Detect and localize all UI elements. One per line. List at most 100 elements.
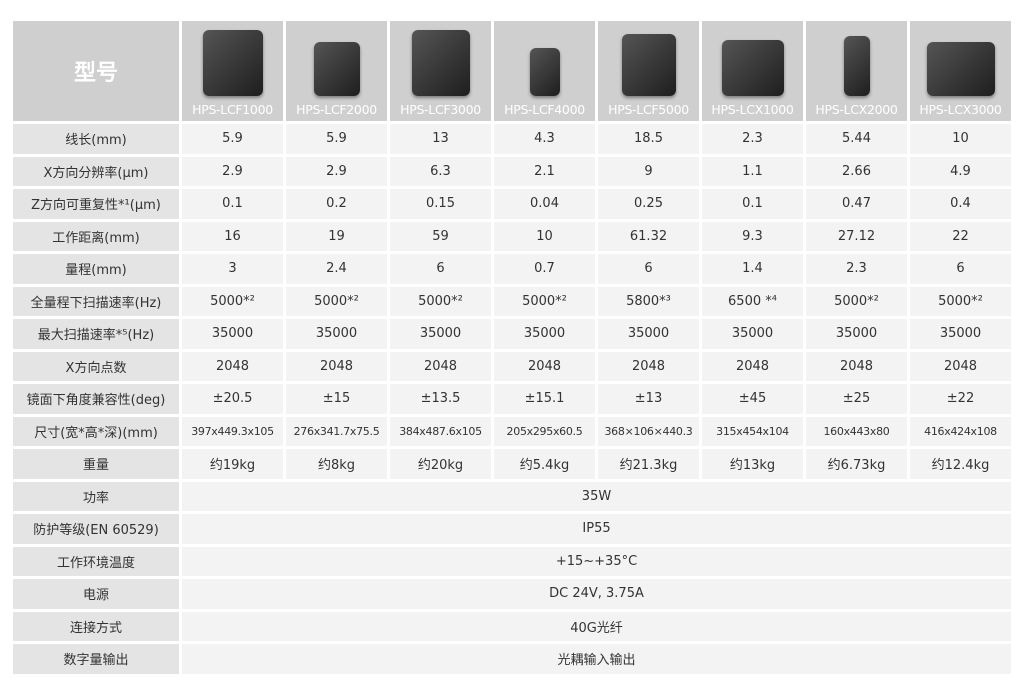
product-name: HPS-LCX3000	[919, 102, 1002, 117]
spec-row: 工作距离(mm) 16 19 59 10 61.32 9.3 27.12 22	[13, 221, 1011, 251]
spec-value: 2048	[910, 351, 1011, 381]
spec-value: 2.9	[286, 156, 387, 186]
spec-value: 35000	[182, 319, 283, 349]
spec-value: 205x295x60.5	[494, 416, 595, 446]
spec-label: X方向点数	[13, 351, 179, 381]
spec-value: 40G光纤	[182, 611, 1011, 641]
spec-value: 2.4	[286, 254, 387, 284]
spec-value: 0.1	[702, 189, 803, 219]
spec-label: 线长(mm)	[13, 124, 179, 154]
product-image	[529, 48, 560, 96]
spec-value: 6	[598, 254, 699, 284]
spec-value: 2.9	[182, 156, 283, 186]
product-column-header: HPS-LCF5000	[598, 21, 699, 121]
spec-label: 数字量输出	[13, 644, 179, 674]
spec-value: 397x449.3x105	[182, 416, 283, 446]
spec-value: 2048	[598, 351, 699, 381]
common-spec-row: 功率 35W	[13, 481, 1011, 511]
common-spec-row: 连接方式 40G光纤	[13, 611, 1011, 641]
product-name: HPS-LCX1000	[711, 102, 794, 117]
spec-row: X方向点数 2048 2048 2048 2048 2048 2048 2048 2048	[13, 351, 1011, 381]
spec-value: 5000*²	[390, 286, 491, 316]
spec-value: IP55	[182, 514, 1011, 544]
spec-value: DC 24V, 3.75A	[182, 579, 1011, 609]
spec-value: ±15.1	[494, 384, 595, 414]
spec-value: 光耦输入输出	[182, 644, 1011, 674]
product-name: HPS-LCF3000	[400, 102, 481, 117]
spec-value: 5000*²	[910, 286, 1011, 316]
spec-value: 2048	[494, 351, 595, 381]
spec-row: 重量 约19kg 约8kg 约20kg 约5.4kg 约21.3kg 约13kg 约6.73k…	[13, 449, 1011, 479]
spec-row: 镜面下角度兼容性(deg) ±20.5 ±15 ±13.5 ±15.1 ±13 ±45 ±25…	[13, 384, 1011, 414]
header-row: 型号 HPS-LCF1000 HPS-LCF2000 HPS-LCF3000 HPS-…	[13, 21, 1011, 121]
spec-value: 6	[910, 254, 1011, 284]
product-name: HPS-LCF1000	[192, 102, 273, 117]
product-column-header: HPS-LCF4000	[494, 21, 595, 121]
spec-label: 量程(mm)	[13, 254, 179, 284]
product-column-header: HPS-LCX3000	[910, 21, 1011, 121]
model-header: 型号	[13, 21, 179, 121]
spec-value: ±13	[598, 384, 699, 414]
spec-value: 2048	[182, 351, 283, 381]
spec-row: X方向分辨率(μm) 2.9 2.9 6.3 2.1 9 1.1 2.66 4.9	[13, 156, 1011, 186]
spec-value: 35000	[390, 319, 491, 349]
spec-row: 量程(mm) 3 2.4 6 0.7 6 1.4 2.3 6	[13, 254, 1011, 284]
common-spec-row: 防护等级(EN 60529) IP55	[13, 514, 1011, 544]
spec-value: 3	[182, 254, 283, 284]
spec-value: 2.1	[494, 156, 595, 186]
spec-value: 0.2	[286, 189, 387, 219]
spec-label: Z方向可重复性*¹(μm)	[13, 189, 179, 219]
spec-value: 5000*²	[806, 286, 907, 316]
spec-value: 2048	[702, 351, 803, 381]
spec-label: 镜面下角度兼容性(deg)	[13, 384, 179, 414]
spec-value: 约19kg	[182, 449, 283, 479]
product-image	[313, 42, 360, 96]
spec-value: 19	[286, 221, 387, 251]
spec-value: 315x454x104	[702, 416, 803, 446]
spec-value: 约13kg	[702, 449, 803, 479]
spec-value: 35000	[286, 319, 387, 349]
spec-value: 2048	[390, 351, 491, 381]
spec-value: 2048	[806, 351, 907, 381]
spec-label: 工作距离(mm)	[13, 221, 179, 251]
spec-value: 9.3	[702, 221, 803, 251]
spec-value: 0.25	[598, 189, 699, 219]
spec-value: 约20kg	[390, 449, 491, 479]
spec-value: 5.9	[182, 124, 283, 154]
spec-value: 160x443x80	[806, 416, 907, 446]
common-spec-row: 工作环境温度 +15~+35°C	[13, 546, 1011, 576]
spec-value: 0.7	[494, 254, 595, 284]
product-name: HPS-LCF4000	[504, 102, 585, 117]
spec-value: ±25	[806, 384, 907, 414]
product-name: HPS-LCF2000	[296, 102, 377, 117]
spec-value: 35000	[910, 319, 1011, 349]
spec-value: 2.66	[806, 156, 907, 186]
spec-value: 59	[390, 221, 491, 251]
spec-value: 35W	[182, 481, 1011, 511]
spec-value: 2.3	[702, 124, 803, 154]
spec-label: 防护等级(EN 60529)	[13, 514, 179, 544]
spec-value: 5800*³	[598, 286, 699, 316]
spec-value: 6	[390, 254, 491, 284]
spec-value: 6500 *⁴	[702, 286, 803, 316]
spec-row: Z方向可重复性*¹(μm) 0.1 0.2 0.15 0.04 0.25 0.1 0.47 0.…	[13, 189, 1011, 219]
spec-value: 0.1	[182, 189, 283, 219]
spec-label: 尺寸(宽*高*深)(mm)	[13, 416, 179, 446]
spec-label: 电源	[13, 579, 179, 609]
spec-value: 2.3	[806, 254, 907, 284]
spec-value: 1.1	[702, 156, 803, 186]
spec-value: 35000	[494, 319, 595, 349]
spec-value: ±20.5	[182, 384, 283, 414]
spec-value: 约8kg	[286, 449, 387, 479]
spec-value: 416x424x108	[910, 416, 1011, 446]
spec-value: ±45	[702, 384, 803, 414]
spec-table: 型号 HPS-LCF1000 HPS-LCF2000 HPS-LCF3000 HPS-…	[10, 18, 1014, 677]
spec-value: 35000	[806, 319, 907, 349]
spec-label: 功率	[13, 481, 179, 511]
common-spec-row: 电源 DC 24V, 3.75A	[13, 579, 1011, 609]
spec-value: 10	[910, 124, 1011, 154]
spec-value: 约12.4kg	[910, 449, 1011, 479]
spec-label: 全量程下扫描速率(Hz)	[13, 286, 179, 316]
spec-value: 384x487.6x105	[390, 416, 491, 446]
product-column-header: HPS-LCF3000	[390, 21, 491, 121]
